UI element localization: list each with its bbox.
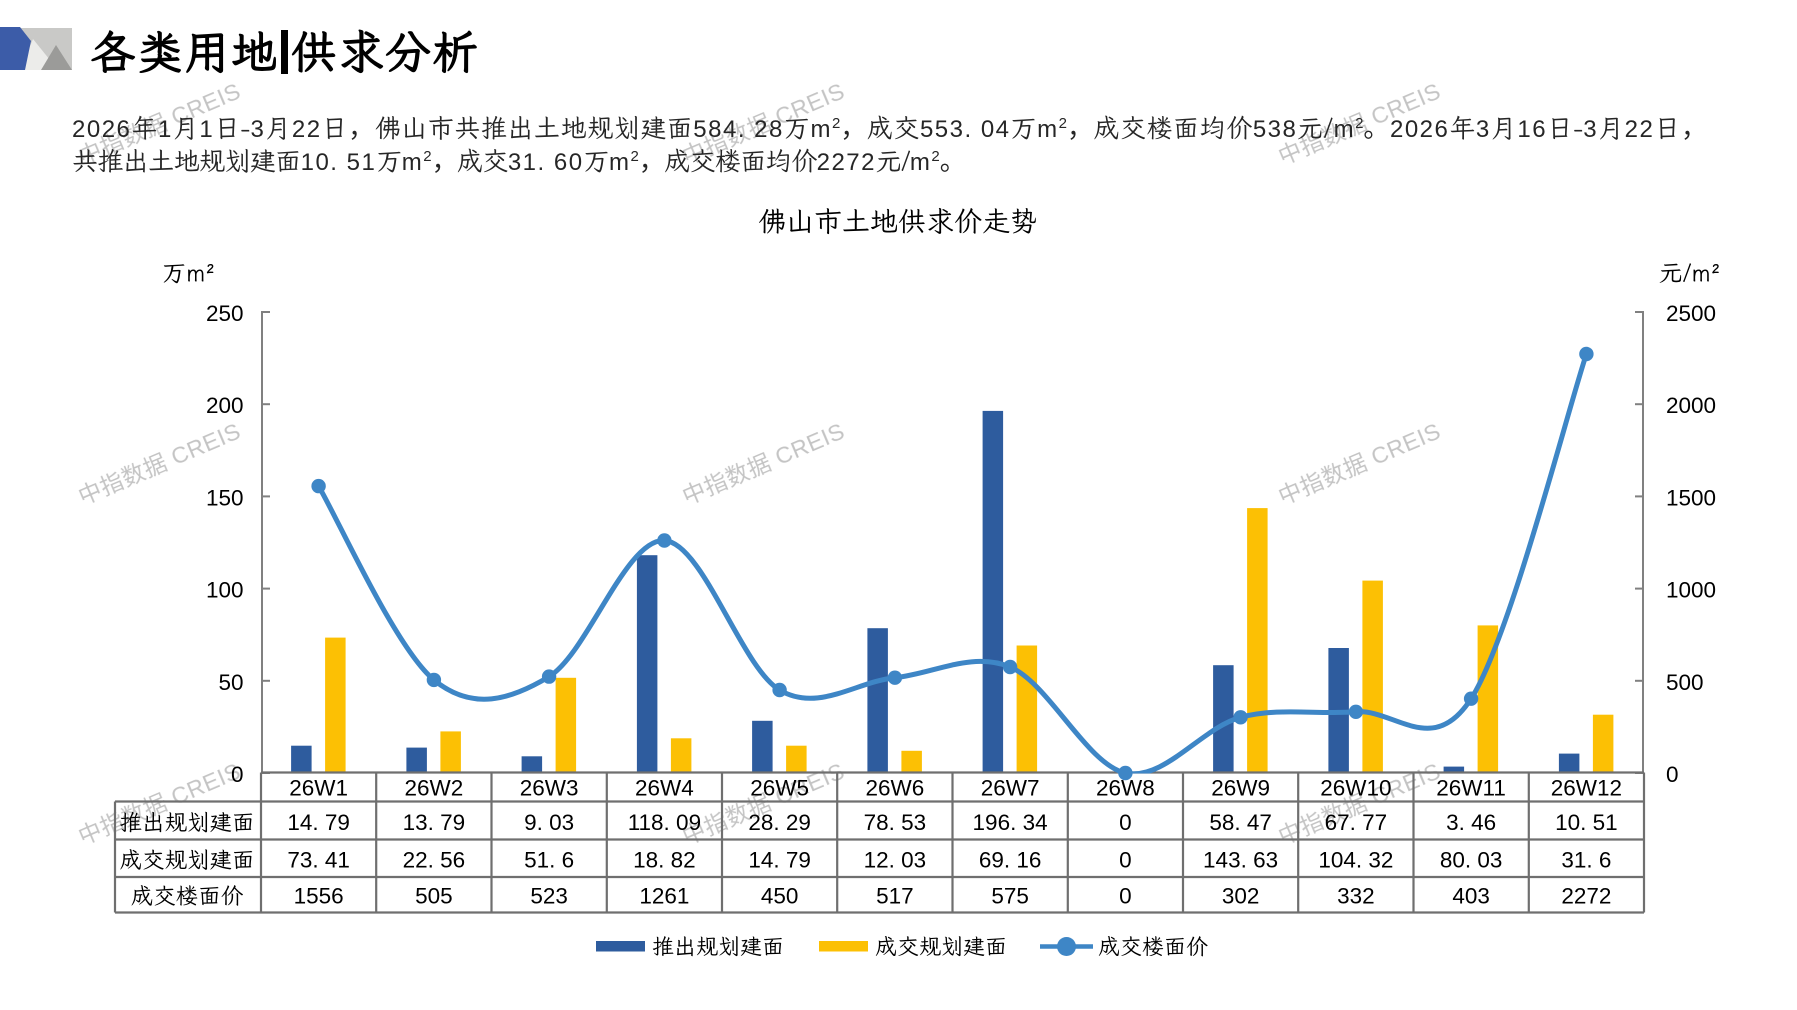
svg-text:1556: 1556 xyxy=(294,884,344,909)
svg-text:1500: 1500 xyxy=(1666,485,1716,510)
svg-text:0: 0 xyxy=(1119,848,1132,873)
svg-text:26W10: 26W10 xyxy=(1320,776,1391,801)
svg-text:505: 505 xyxy=(415,884,453,909)
svg-text:31. 6: 31. 6 xyxy=(1561,848,1611,873)
svg-text:2000: 2000 xyxy=(1666,393,1716,418)
svg-text:推出规划建面: 推出规划建面 xyxy=(652,932,784,961)
svg-text:523: 523 xyxy=(530,884,568,909)
svg-text:28. 29: 28. 29 xyxy=(748,810,811,835)
svg-text:302: 302 xyxy=(1222,884,1260,909)
svg-text:2272: 2272 xyxy=(1561,884,1611,909)
svg-text:26W8: 26W8 xyxy=(1096,776,1155,801)
svg-text:150: 150 xyxy=(206,485,244,510)
svg-text:73. 41: 73. 41 xyxy=(287,848,350,873)
svg-text:26W7: 26W7 xyxy=(981,776,1040,801)
svg-text:成交楼面价: 成交楼面价 xyxy=(1098,932,1208,961)
svg-text:403: 403 xyxy=(1452,884,1490,909)
svg-text:450: 450 xyxy=(761,884,799,909)
svg-text:26W5: 26W5 xyxy=(750,776,809,801)
svg-text:佛山市土地供求价走势: 佛山市土地供求价走势 xyxy=(758,202,1038,239)
svg-text:500: 500 xyxy=(1666,670,1704,695)
svg-text:14. 79: 14. 79 xyxy=(748,848,811,873)
svg-text:196. 34: 196. 34 xyxy=(973,810,1048,835)
svg-text:18. 82: 18. 82 xyxy=(633,848,696,873)
svg-text:332: 332 xyxy=(1337,884,1375,909)
svg-text:143. 63: 143. 63 xyxy=(1203,848,1278,873)
svg-text:元/m²: 元/m² xyxy=(1659,256,1720,288)
svg-text:0: 0 xyxy=(231,762,244,787)
svg-text:50: 50 xyxy=(218,670,243,695)
svg-text:成交规划建面: 成交规划建面 xyxy=(875,932,1007,961)
svg-text:517: 517 xyxy=(876,884,914,909)
svg-text:26W9: 26W9 xyxy=(1211,776,1270,801)
svg-text:10. 51: 10. 51 xyxy=(1555,810,1618,835)
svg-text:51. 6: 51. 6 xyxy=(524,848,574,873)
svg-text:3. 46: 3. 46 xyxy=(1446,810,1496,835)
svg-text:成交楼面价: 成交楼面价 xyxy=(131,882,244,911)
svg-text:200: 200 xyxy=(206,393,244,418)
svg-text:58. 47: 58. 47 xyxy=(1209,810,1272,835)
svg-text:26W4: 26W4 xyxy=(635,776,694,801)
svg-text:575: 575 xyxy=(991,884,1029,909)
svg-text:2500: 2500 xyxy=(1666,301,1716,326)
svg-text:67. 77: 67. 77 xyxy=(1325,810,1388,835)
svg-text:推出规划建面: 推出规划建面 xyxy=(119,808,254,837)
svg-text:80. 03: 80. 03 xyxy=(1440,848,1503,873)
svg-text:1261: 1261 xyxy=(639,884,689,909)
svg-text:13. 79: 13. 79 xyxy=(403,810,466,835)
svg-text:14. 79: 14. 79 xyxy=(287,810,350,835)
svg-text:100: 100 xyxy=(206,578,244,603)
svg-text:26W6: 26W6 xyxy=(866,776,925,801)
svg-text:118. 09: 118. 09 xyxy=(628,810,701,835)
svg-text:0: 0 xyxy=(1119,810,1132,835)
svg-text:1000: 1000 xyxy=(1666,578,1716,603)
svg-text:9. 03: 9. 03 xyxy=(524,810,574,835)
svg-text:26W11: 26W11 xyxy=(1436,776,1506,801)
svg-text:万m²: 万m² xyxy=(162,256,215,288)
svg-text:0: 0 xyxy=(1119,884,1132,909)
svg-text:104. 32: 104. 32 xyxy=(1318,848,1393,873)
svg-text:26W2: 26W2 xyxy=(405,776,464,801)
svg-text:26W1: 26W1 xyxy=(289,776,348,801)
svg-text:250: 250 xyxy=(206,301,244,326)
svg-text:成交规划建面: 成交规划建面 xyxy=(119,846,254,875)
svg-text:78. 53: 78. 53 xyxy=(864,810,927,835)
svg-text:22. 56: 22. 56 xyxy=(403,848,466,873)
svg-text:69. 16: 69. 16 xyxy=(979,848,1042,873)
svg-text:26W3: 26W3 xyxy=(520,776,579,801)
svg-text:26W12: 26W12 xyxy=(1551,776,1622,801)
svg-text:12. 03: 12. 03 xyxy=(864,848,927,873)
svg-text:0: 0 xyxy=(1666,762,1679,787)
